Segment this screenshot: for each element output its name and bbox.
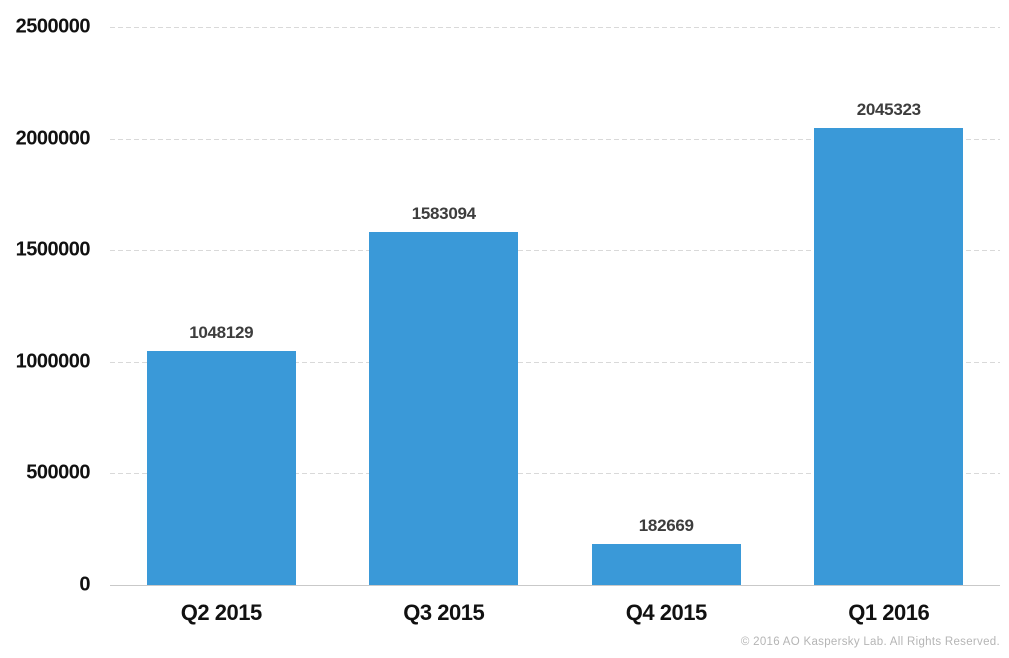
x-axis-label-q1-2016: Q1 2016 [848, 600, 930, 625]
bar-group-q4-2015: 182669 [591, 516, 741, 585]
bar-group-q1-2016: 2045323 [814, 100, 964, 585]
copyright-text: © 2016 AO Kaspersky Lab. All Rights Rese… [740, 636, 1000, 648]
y-axis-tick-label: 2500000 [15, 15, 91, 38]
gridline [110, 27, 1000, 28]
gridline [110, 250, 1000, 252]
bar-value-label: 2045323 [856, 100, 921, 119]
y-axis-tick-label: 0 [79, 573, 90, 596]
y-axis-tick-label: 2000000 [15, 127, 91, 150]
x-axis-label-q2-2015: Q2 2015 [180, 600, 262, 625]
bar-q1-2016 [814, 128, 964, 585]
y-axis-tick-label: 1500000 [15, 238, 91, 261]
x-axis-label-q3-2015: Q3 2015 [403, 600, 485, 625]
y-axis-tick-label: 1000000 [15, 350, 91, 373]
gridline [110, 138, 1000, 140]
bar-q4-2015 [591, 544, 741, 585]
bar-value-label: 1583094 [411, 204, 476, 223]
gridline [110, 473, 1000, 475]
bar-q3-2015 [369, 232, 519, 585]
bar-value-label: 1048129 [189, 323, 254, 342]
bar-group-q3-2015: 1583094 [369, 204, 519, 585]
gridline [110, 361, 1000, 363]
y-axis-tick-label: 500000 [26, 461, 90, 484]
bar-value-label: 182669 [638, 516, 694, 535]
bar-group-q2-2015: 1048129 [146, 323, 296, 585]
x-axis-line [110, 585, 1000, 586]
x-axis-label-q4-2015: Q4 2015 [625, 600, 707, 625]
bar-q2-2015 [146, 351, 296, 585]
